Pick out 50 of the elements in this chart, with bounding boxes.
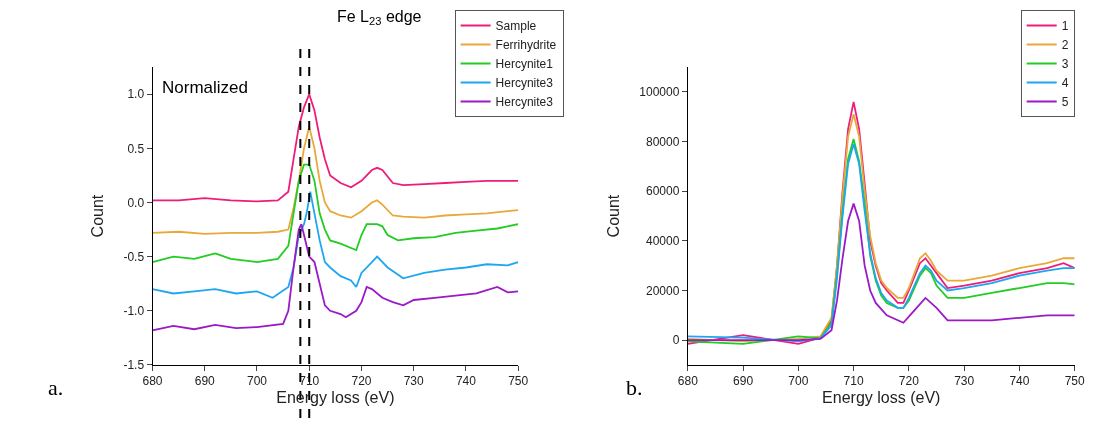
y-tick-label: 0.5 [127, 141, 145, 156]
x-tick-label: 680 [677, 374, 699, 389]
legend-label: Sample [495, 19, 537, 34]
line-series [152, 223, 519, 332]
x-tick-label: 740 [1009, 374, 1030, 389]
y-axis-title: Count [605, 194, 623, 238]
y-tick-label: 80000 [646, 134, 680, 149]
x-tick-label: 690 [194, 374, 216, 389]
y-tick-label: -1.5 [123, 358, 145, 373]
line-series [152, 125, 519, 235]
x-tick-label: 750 [1064, 374, 1086, 389]
chart-title: Fe L$_{23}$ edge [337, 8, 422, 28]
line-series [152, 163, 519, 263]
y-tick-label: -0.5 [123, 249, 145, 264]
x-tick-label: 740 [455, 374, 477, 389]
y-tick-label: 0 [672, 333, 680, 348]
y-axis-title: Count [89, 194, 107, 238]
x-tick-label: 690 [733, 374, 754, 389]
x-tick-label: 720 [898, 374, 920, 389]
line-series [687, 202, 1075, 342]
legend-label: Hercynite1 [495, 57, 554, 72]
legend-label: 3 [1061, 57, 1069, 72]
y-tick-label: -1.0 [123, 304, 145, 319]
legend-label: 5 [1061, 95, 1069, 110]
x-tick-label: 730 [403, 374, 425, 389]
x-tick-label: 710 [843, 374, 864, 389]
legend-label: 1 [1061, 19, 1069, 34]
x-tick-label: 680 [142, 374, 163, 389]
line-series [152, 190, 519, 299]
y-tick-label: 40000 [646, 234, 680, 249]
x-axis-title: Energy loss (eV) [822, 389, 941, 407]
legend-label: Ferrihydrite [495, 38, 557, 53]
y-tick-label: 1.0 [127, 87, 145, 102]
y-tick-label: 20000 [646, 283, 680, 298]
x-tick-label: 720 [351, 374, 372, 389]
legend-label: Hercynite3 [495, 76, 554, 91]
x-tick-label: 750 [508, 374, 529, 389]
x-tick-label: 700 [788, 374, 809, 389]
legend-label: 2 [1061, 38, 1069, 53]
x-tick-label: 730 [954, 374, 975, 389]
legend-label: 4 [1061, 76, 1069, 91]
annotation: Normalized [162, 78, 248, 97]
y-tick-label: 0.0 [127, 195, 145, 210]
x-tick-label: 700 [246, 374, 268, 389]
text: b. [626, 375, 643, 400]
text: a. [48, 375, 64, 400]
x-axis-title: Energy loss (eV) [276, 389, 395, 407]
y-tick-label: 60000 [646, 184, 680, 199]
y-tick-label: 100000 [639, 85, 680, 100]
legend-label: Hercynite3 [495, 95, 554, 110]
